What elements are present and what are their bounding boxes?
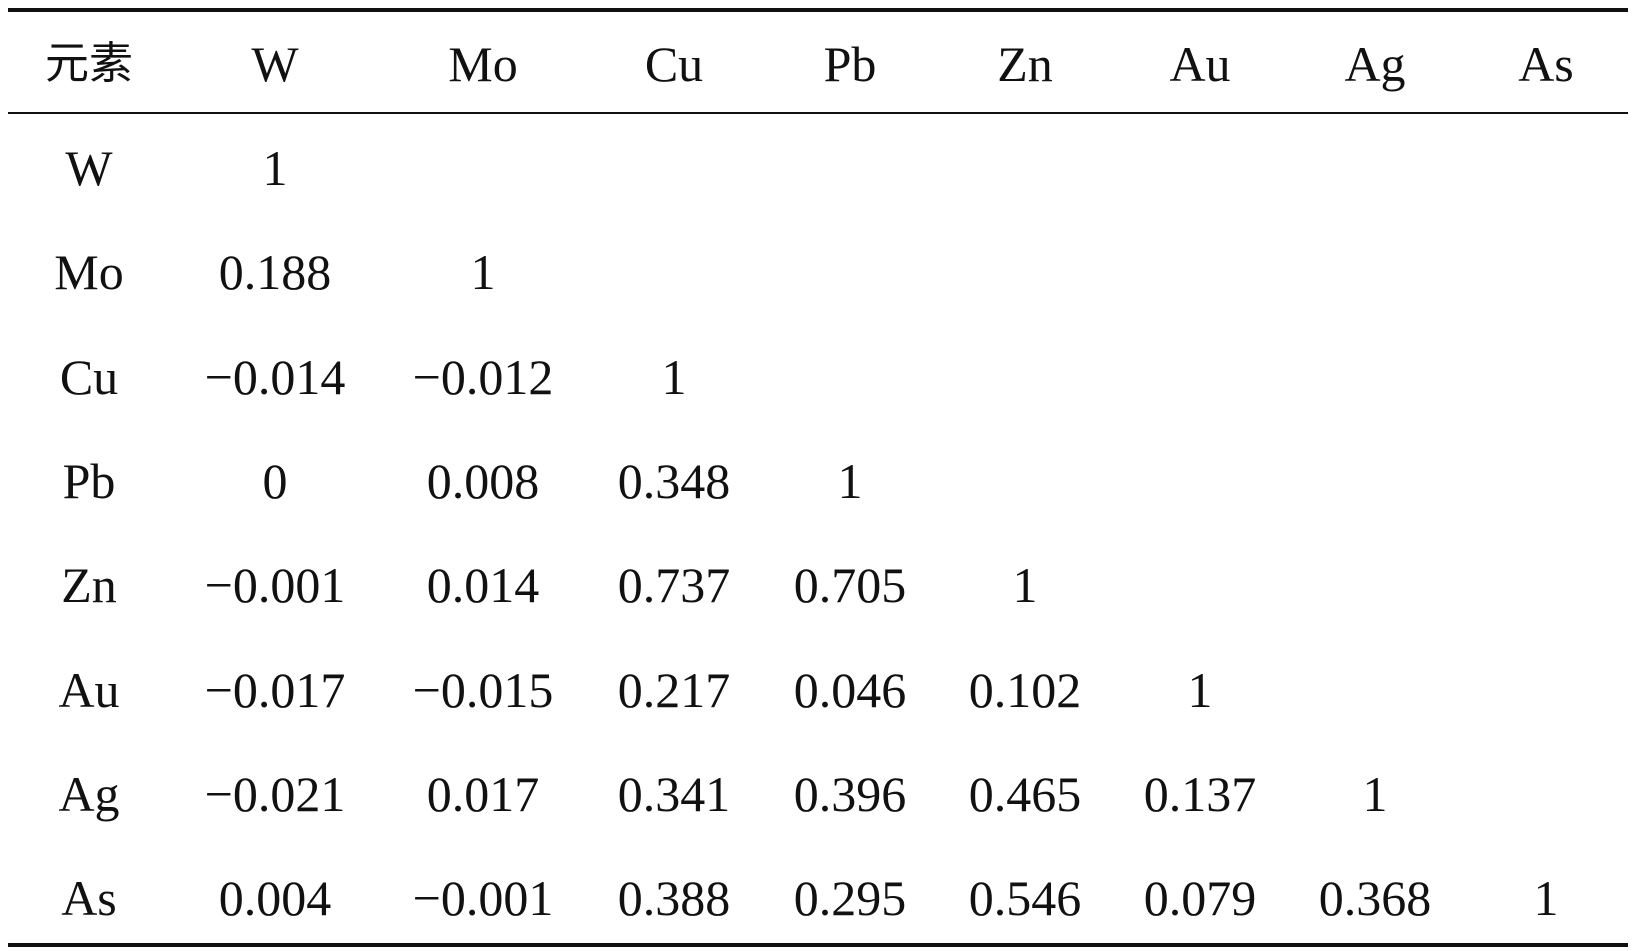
row-label: Zn bbox=[61, 557, 117, 614]
table-cell: 0.368 bbox=[1318, 870, 1432, 927]
header-cell: W bbox=[251, 36, 299, 92]
bottom-rule bbox=[8, 943, 1628, 947]
table-cell: 1 bbox=[1362, 765, 1388, 822]
table-cell: 0.705 bbox=[793, 557, 907, 614]
table-cell: 1 bbox=[837, 452, 863, 509]
table-cell: 0.046 bbox=[793, 661, 907, 718]
table-cell: 0.396 bbox=[793, 765, 907, 822]
table-cell: 0.388 bbox=[617, 870, 731, 927]
table-cell: 0.465 bbox=[968, 765, 1082, 822]
table-cell: −0.001 bbox=[204, 557, 346, 614]
table-cell: 0 bbox=[262, 452, 288, 509]
table-cell: −0.014 bbox=[204, 348, 346, 405]
table-cell: −0.001 bbox=[412, 870, 554, 927]
table-cell: 1 bbox=[661, 348, 687, 405]
table-cell: 0.017 bbox=[426, 765, 540, 822]
table-cell: 0.737 bbox=[617, 557, 731, 614]
table-cell: 0.102 bbox=[968, 661, 1082, 718]
table-cell: 1 bbox=[470, 244, 496, 301]
row-label: Mo bbox=[54, 244, 124, 301]
table-cell: 0.217 bbox=[617, 661, 731, 718]
header-cell: Mo bbox=[448, 36, 518, 92]
row-label: Au bbox=[58, 661, 120, 718]
table-cell: 0.341 bbox=[617, 765, 731, 822]
header-cell: 元素 bbox=[45, 38, 133, 89]
table-cell: 1 bbox=[1533, 870, 1559, 927]
header-cell: Ag bbox=[1344, 36, 1406, 92]
table-cell: 0.546 bbox=[968, 870, 1082, 927]
table-cell: −0.012 bbox=[412, 348, 554, 405]
row-label: Pb bbox=[62, 452, 116, 509]
table-cell: 0.188 bbox=[218, 244, 332, 301]
table-cell: 0.004 bbox=[218, 870, 332, 927]
table-cell: 0.348 bbox=[617, 452, 731, 509]
table-cell: 1 bbox=[262, 140, 288, 196]
header-cell: Au bbox=[1169, 36, 1231, 92]
row-label: As bbox=[61, 870, 117, 927]
row-label: Ag bbox=[58, 765, 120, 822]
table-cell: −0.015 bbox=[412, 661, 554, 718]
header-cell: Pb bbox=[823, 36, 877, 92]
header-cell: Zn bbox=[997, 36, 1053, 92]
header-cell: As bbox=[1518, 36, 1574, 92]
table-cell: 0.008 bbox=[426, 452, 540, 509]
table-cell: 0.137 bbox=[1143, 765, 1257, 822]
table-cell: 0.079 bbox=[1143, 870, 1257, 927]
header-cell: Cu bbox=[644, 36, 704, 92]
table-cell: 0.295 bbox=[793, 870, 907, 927]
table-cell: 1 bbox=[1187, 661, 1213, 718]
table-cell: −0.017 bbox=[204, 661, 346, 718]
row-label: W bbox=[65, 140, 113, 196]
top-rule bbox=[8, 8, 1628, 12]
table-cell: −0.021 bbox=[204, 765, 346, 822]
table-cell: 1 bbox=[1012, 557, 1038, 614]
row-label: Cu bbox=[59, 348, 119, 405]
header-rule bbox=[8, 112, 1628, 114]
table-cell: 0.014 bbox=[426, 557, 540, 614]
